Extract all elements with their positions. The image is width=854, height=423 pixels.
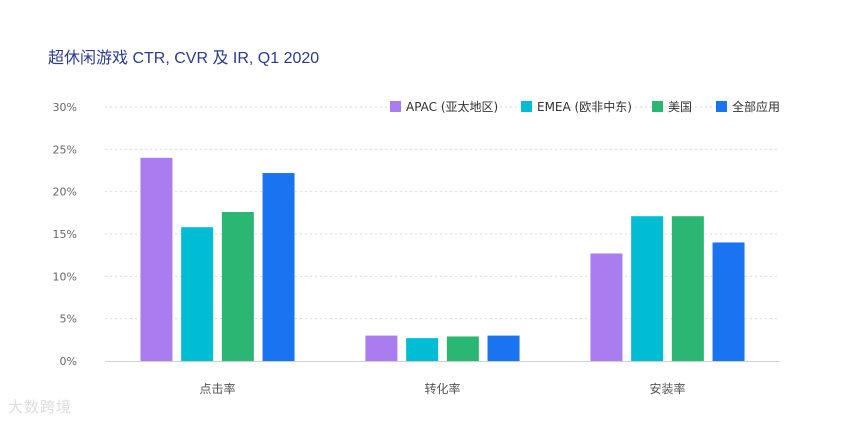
bar xyxy=(671,216,704,361)
bar xyxy=(140,157,173,361)
legend-label: 全部应用 xyxy=(732,99,780,114)
chart-title: 超休闲游戏 CTR, CVR 及 IR, Q1 2020 xyxy=(48,50,320,67)
legend: APAC (亚太地区) EMEA (欧非中东) 美国 全部应用 xyxy=(390,99,780,114)
bar xyxy=(365,335,398,361)
bar xyxy=(181,227,214,361)
bar xyxy=(590,253,623,361)
y-tick-label: 0% xyxy=(60,355,77,368)
bar xyxy=(712,242,745,361)
bar xyxy=(631,216,664,361)
bar xyxy=(262,173,295,361)
legend-label: 美国 xyxy=(668,100,692,114)
legend-label: EMEA (欧非中东) xyxy=(537,99,632,114)
y-tick-label: 30% xyxy=(53,101,77,114)
legend-label: APAC (亚太地区) xyxy=(406,99,498,114)
x-category-label: 转化率 xyxy=(424,381,460,396)
y-tick-label: 15% xyxy=(53,228,77,241)
y-tick-label: 25% xyxy=(53,143,77,156)
bar xyxy=(446,336,479,361)
y-tick-label: 20% xyxy=(53,186,77,199)
legend-swatch xyxy=(716,101,727,112)
x-axis-categories: 点击率 转化率 安装率 xyxy=(199,381,685,396)
y-axis-ticks: 0% 5% 10% 15% 20% 25% 30% xyxy=(53,101,77,368)
x-category-label: 点击率 xyxy=(199,381,235,396)
legend-swatch xyxy=(390,101,401,112)
bar xyxy=(487,335,520,361)
x-category-label: 安装率 xyxy=(649,381,685,396)
legend-swatch xyxy=(652,101,663,112)
watermark-logo: 大数跨境 xyxy=(8,398,73,416)
bar xyxy=(406,338,439,361)
legend-swatch xyxy=(521,101,532,112)
y-tick-label: 10% xyxy=(53,270,77,283)
bar xyxy=(221,211,254,361)
y-tick-label: 5% xyxy=(60,313,77,326)
bars xyxy=(140,157,745,361)
